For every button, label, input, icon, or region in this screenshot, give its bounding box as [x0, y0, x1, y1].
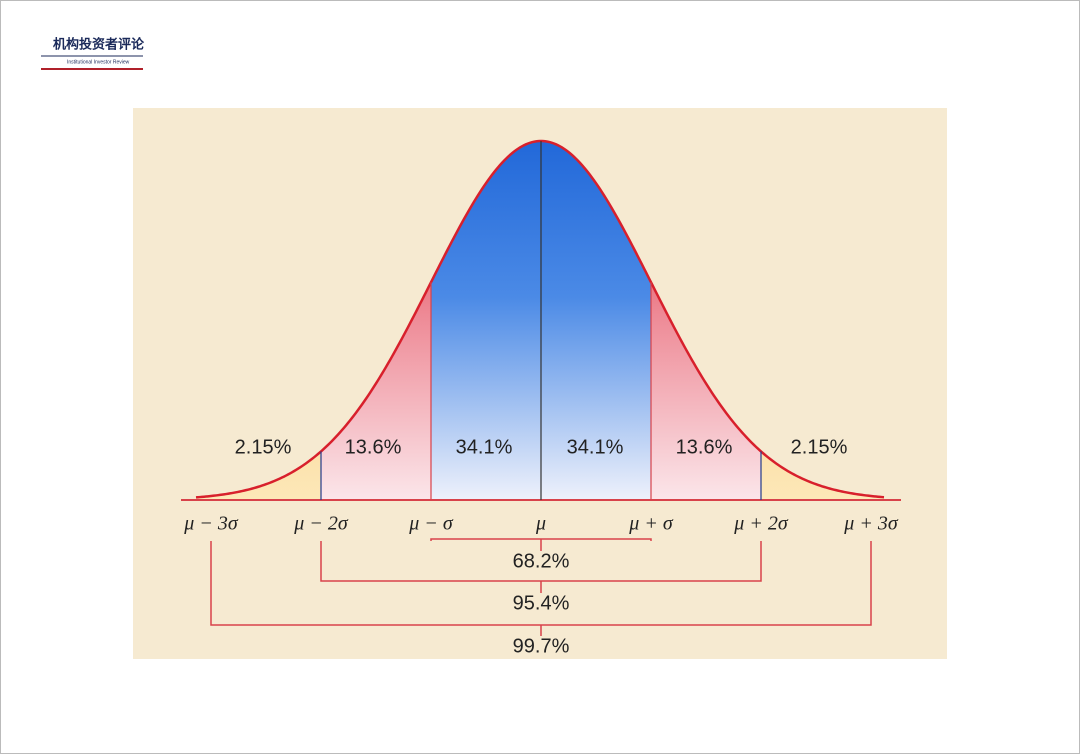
range-label: 68.2%: [513, 550, 570, 572]
logo-title: 机构投资者评论: [53, 37, 145, 53]
range-label: 99.7%: [513, 635, 570, 657]
region-label: 34.1%: [567, 436, 624, 458]
range-label: 95.4%: [513, 592, 570, 614]
lines: [181, 139, 901, 636]
axis-label: μ: [535, 513, 546, 535]
labels: 2.15% 13.6% 34.1% 34.1% 13.6% 2.15% μ − 3σ μ − …: [183, 436, 899, 657]
axis-label: μ + σ: [628, 513, 674, 535]
axis-label: μ − σ: [408, 513, 454, 535]
curve: [195, 139, 885, 499]
axis-label: μ + 2σ: [733, 513, 789, 535]
region-label: 13.6%: [676, 436, 733, 458]
axis-label: μ − 3σ: [183, 513, 239, 535]
region-label: 2.15%: [235, 436, 292, 458]
logo-subtitle: Institutional Investor Review: [67, 59, 130, 65]
axis-label: μ − 2σ: [293, 513, 349, 535]
axis-label: μ + 3σ: [843, 513, 899, 535]
region-label: 34.1%: [456, 436, 513, 458]
region-label: 13.6%: [345, 436, 402, 458]
region-label: 2.15%: [791, 436, 848, 458]
